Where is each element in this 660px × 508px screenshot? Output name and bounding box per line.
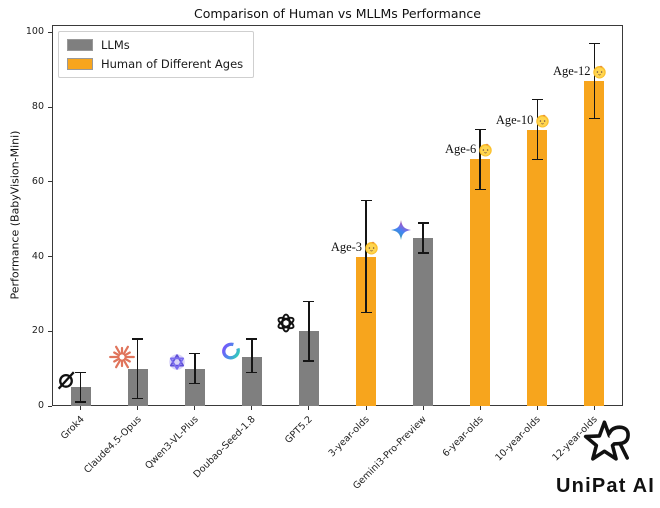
qwen-icon bbox=[166, 351, 188, 373]
error-bar-cap bbox=[75, 371, 87, 374]
x-tick-mark bbox=[536, 406, 538, 410]
error-bar-line bbox=[593, 43, 596, 119]
chart-title: Comparison of Human vs MLLMs Performance bbox=[194, 6, 481, 21]
y-tick-mark bbox=[48, 256, 52, 258]
age-annotation-label: Age-6 bbox=[445, 142, 477, 157]
baby-icon bbox=[592, 64, 607, 79]
error-bar-cap bbox=[303, 300, 315, 303]
error-bar-cap bbox=[75, 401, 87, 404]
age-annotation-label: Age-12 bbox=[552, 64, 591, 79]
error-bar-cap bbox=[189, 382, 201, 385]
y-tick-label: 20 bbox=[31, 325, 44, 337]
legend-swatch-human bbox=[67, 58, 93, 70]
x-tick-mark bbox=[593, 406, 595, 410]
error-bar-line bbox=[422, 222, 424, 253]
age-annotation-label: Age-3 bbox=[330, 239, 363, 254]
bar bbox=[527, 129, 548, 406]
error-bar-cap bbox=[132, 397, 144, 400]
y-tick-label: 80 bbox=[31, 101, 44, 113]
bar bbox=[241, 357, 262, 406]
age-annotation: Age-10 bbox=[496, 113, 551, 128]
legend-item-llms: LLMs bbox=[67, 38, 243, 52]
error-bar-cap bbox=[417, 252, 429, 254]
error-bar-cap bbox=[531, 158, 543, 161]
x-tick-label: Grok4 bbox=[58, 414, 87, 442]
y-tick-label: 60 bbox=[31, 175, 44, 187]
legend: LLMs Human of Different Ages bbox=[58, 31, 255, 78]
legend-swatch-llms bbox=[67, 39, 93, 51]
x-tick-mark bbox=[422, 406, 424, 410]
error-bar-cap bbox=[189, 352, 201, 355]
bar bbox=[584, 81, 605, 406]
error-bar-line bbox=[479, 129, 482, 190]
error-bar-line bbox=[193, 353, 196, 384]
bar bbox=[356, 256, 377, 406]
y-tick-mark bbox=[48, 330, 52, 332]
error-bar-cap bbox=[417, 222, 429, 224]
legend-label-human: Human of Different Ages bbox=[101, 57, 244, 71]
brand-logo: UniPat AI bbox=[505, 420, 655, 498]
y-tick-mark bbox=[48, 106, 52, 108]
x-tick-mark bbox=[194, 406, 196, 410]
bar bbox=[470, 159, 491, 406]
age-annotation: Age-3 bbox=[331, 240, 379, 255]
x-tick-mark bbox=[251, 406, 253, 410]
x-tick-mark bbox=[479, 406, 481, 410]
error-bar-cap bbox=[474, 188, 486, 191]
openai-icon bbox=[274, 311, 298, 335]
error-bar-cap bbox=[360, 199, 372, 202]
y-axis-label: Performance (BabyVision-Mini) bbox=[8, 130, 22, 300]
legend-label-llms: LLMs bbox=[101, 38, 130, 52]
bar bbox=[298, 331, 319, 406]
y-tick-mark bbox=[48, 405, 52, 407]
baby-icon bbox=[535, 113, 550, 128]
error-bar-cap bbox=[474, 128, 486, 131]
legend-item-human: Human of Different Ages bbox=[67, 57, 243, 71]
y-tick-mark bbox=[48, 181, 52, 183]
bar bbox=[413, 237, 434, 406]
brand-name: UniPat AI bbox=[556, 475, 655, 497]
gemini-icon bbox=[391, 219, 412, 240]
error-bar-cap bbox=[246, 371, 258, 374]
claude-icon bbox=[108, 344, 135, 370]
y-tick-label: 40 bbox=[31, 250, 44, 262]
baby-icon bbox=[478, 142, 493, 157]
y-tick-label: 100 bbox=[25, 26, 44, 38]
error-bar-cap bbox=[246, 337, 258, 340]
error-bar-cap bbox=[360, 311, 372, 314]
error-bar-cap bbox=[588, 117, 600, 120]
bar bbox=[184, 368, 205, 406]
grok-icon bbox=[55, 369, 77, 391]
error-bar-line bbox=[251, 338, 253, 373]
y-tick-mark bbox=[48, 31, 52, 33]
age-annotation-label: Age-10 bbox=[495, 112, 534, 127]
error-bar-line bbox=[136, 338, 139, 399]
error-bar-line bbox=[365, 200, 367, 313]
x-tick-mark bbox=[80, 406, 82, 410]
y-tick-label: 0 bbox=[37, 400, 44, 411]
baby-icon bbox=[364, 240, 379, 255]
error-bar-cap bbox=[588, 42, 600, 45]
x-tick-mark bbox=[308, 406, 310, 410]
error-bar-line bbox=[536, 99, 539, 160]
error-bar-line bbox=[308, 301, 310, 362]
age-annotation: Age-6 bbox=[445, 142, 493, 157]
x-tick-mark bbox=[365, 406, 367, 410]
unipat-star-icon bbox=[583, 418, 633, 464]
error-bar-cap bbox=[531, 98, 543, 101]
error-bar-line bbox=[79, 372, 82, 403]
doubao-icon bbox=[220, 340, 242, 362]
error-bar-cap bbox=[132, 337, 144, 340]
x-tick-mark bbox=[137, 406, 139, 410]
age-annotation: Age-12 bbox=[553, 64, 608, 79]
error-bar-cap bbox=[303, 360, 315, 362]
